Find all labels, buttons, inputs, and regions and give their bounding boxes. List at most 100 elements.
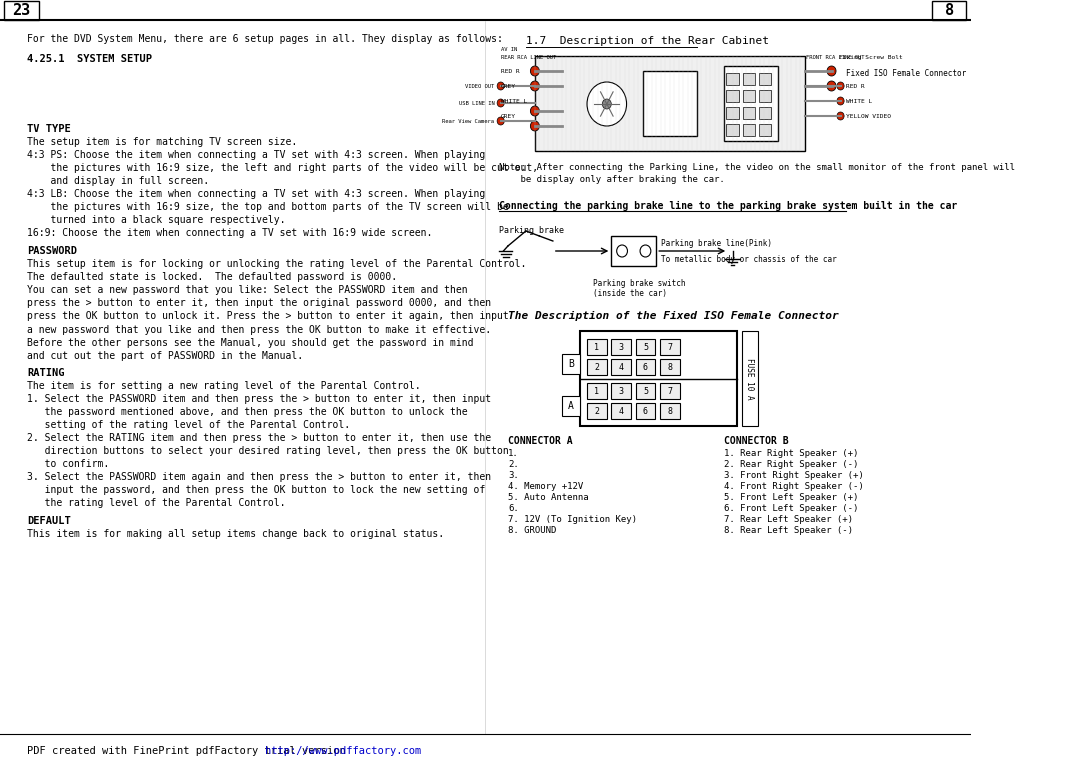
Bar (759, 90, 771, 102)
Text: 16:9: Choose the item when connecting a TV set with 16:9 wide screen.: 16:9: Choose the item when connecting a … (27, 228, 432, 238)
Text: 8. Rear Left Speaker (-): 8. Rear Left Speaker (-) (724, 526, 853, 535)
FancyBboxPatch shape (932, 1, 967, 20)
Text: 7. 12V (To Ignition Key): 7. 12V (To Ignition Key) (508, 515, 637, 524)
Bar (611, 339, 631, 355)
Text: GREY: GREY (501, 114, 516, 118)
Text: 7: 7 (667, 387, 672, 396)
Text: GREY: GREY (501, 83, 516, 89)
Bar (727, 90, 739, 102)
Text: This setup item is for locking or unlocking the rating level of the Parental Con: This setup item is for locking or unlock… (27, 259, 526, 269)
Bar (759, 124, 771, 136)
Bar (588, 339, 607, 355)
Text: 3. Front Right Speaker (+): 3. Front Right Speaker (+) (724, 471, 863, 480)
Text: TV TYPE: TV TYPE (27, 124, 70, 134)
Bar (660, 383, 679, 399)
Text: Note:  After connecting the Parking Line, the video on the small monitor of the : Note: After connecting the Parking Line,… (499, 163, 1015, 184)
Text: The Description of the Fixed ISO Female Connector: The Description of the Fixed ISO Female … (508, 311, 839, 321)
FancyBboxPatch shape (4, 1, 39, 20)
Bar (743, 90, 755, 102)
Text: 8: 8 (667, 362, 672, 371)
Text: You can set a new password that you like: Select the PASSWORD item and then
pres: You can set a new password that you like… (27, 285, 509, 361)
Bar (727, 124, 739, 136)
Bar (643, 71, 697, 136)
Circle shape (497, 82, 504, 90)
Text: PASSWORD: PASSWORD (27, 246, 77, 256)
Text: 4. Front Right Speaker (-): 4. Front Right Speaker (-) (724, 482, 863, 491)
Text: 4: 4 (619, 406, 623, 416)
Text: 5. Auto Antenna: 5. Auto Antenna (508, 493, 589, 502)
Text: 1.7  Description of the Rear Cabinet: 1.7 Description of the Rear Cabinet (526, 36, 769, 46)
Text: 2.: 2. (508, 460, 518, 469)
Text: To metallic body or chassis of the car: To metallic body or chassis of the car (661, 254, 837, 264)
Text: 5: 5 (643, 342, 648, 351)
Bar (635, 403, 656, 419)
Bar (724, 66, 778, 141)
Bar (743, 107, 755, 119)
Text: The defaulted state is locked.  The defaulted password is 0000.: The defaulted state is locked. The defau… (27, 272, 397, 282)
Bar (727, 73, 739, 85)
Bar (660, 339, 679, 355)
Bar (588, 359, 607, 375)
Circle shape (617, 245, 627, 257)
Text: YELLOW VIDEO: YELLOW VIDEO (846, 114, 891, 118)
Text: WHITE L: WHITE L (846, 99, 873, 103)
Text: 6: 6 (643, 362, 648, 371)
Text: Parking brake: Parking brake (499, 226, 564, 235)
Circle shape (530, 81, 539, 91)
Bar (562, 354, 580, 374)
Circle shape (837, 97, 845, 105)
Text: 6: 6 (643, 406, 648, 416)
Text: RED R: RED R (501, 69, 519, 73)
Text: 4.25.1  SYSTEM SETUP: 4.25.1 SYSTEM SETUP (27, 54, 152, 64)
Text: Parking brake switch
(inside the car): Parking brake switch (inside the car) (593, 279, 686, 299)
Circle shape (530, 121, 539, 131)
Text: 4:3 PS: Choose the item when connecting a TV set with 4:3 screen. When playing
 : 4:3 PS: Choose the item when connecting … (27, 150, 538, 186)
Text: 4. Memory +12V: 4. Memory +12V (508, 482, 583, 491)
Text: 1.: 1. (508, 449, 518, 458)
Text: CONNECTOR B: CONNECTOR B (724, 436, 788, 446)
Text: AV IN: AV IN (501, 47, 517, 52)
Circle shape (497, 117, 504, 125)
Bar (611, 383, 631, 399)
Bar (611, 236, 657, 266)
Text: 4: 4 (619, 362, 623, 371)
Text: The item is for setting a new rating level of the Parental Control.: The item is for setting a new rating lev… (27, 381, 420, 391)
Text: A: A (568, 401, 573, 411)
Circle shape (827, 66, 836, 76)
Circle shape (530, 66, 539, 76)
Text: 4:3 LB: Choose the item when connecting a TV set with 4:3 screen. When playing
 : 4:3 LB: Choose the item when connecting … (27, 189, 509, 225)
Circle shape (640, 245, 651, 257)
Text: The setup item is for matching TV screen size.: The setup item is for matching TV screen… (27, 137, 297, 147)
Bar (562, 396, 580, 416)
Text: 23: 23 (13, 3, 30, 18)
Text: 8: 8 (667, 406, 672, 416)
Text: 5: 5 (643, 387, 648, 396)
Bar (588, 383, 607, 399)
Bar (611, 359, 631, 375)
Text: Fixed ISO Female Connector: Fixed ISO Female Connector (846, 69, 967, 78)
Bar (727, 107, 739, 119)
Bar (635, 359, 656, 375)
Text: RATING: RATING (27, 368, 65, 378)
Text: 1. Rear Right Speaker (+): 1. Rear Right Speaker (+) (724, 449, 858, 458)
Circle shape (497, 99, 504, 107)
Text: DEFAULT: DEFAULT (27, 516, 70, 526)
Circle shape (837, 112, 845, 120)
Text: 6.: 6. (508, 504, 518, 513)
Bar (535, 56, 805, 151)
Text: 2: 2 (594, 362, 599, 371)
Text: 5. Front Left Speaker (+): 5. Front Left Speaker (+) (724, 493, 858, 502)
Bar (580, 331, 738, 426)
Text: 8. GROUND: 8. GROUND (508, 526, 556, 535)
Text: RED R: RED R (846, 83, 865, 89)
Text: Parking brake line(Pink): Parking brake line(Pink) (661, 238, 772, 248)
Text: FUSE 10 A: FUSE 10 A (745, 358, 754, 400)
Text: 3: 3 (619, 342, 623, 351)
Text: Rear View Camera: Rear View Camera (443, 118, 495, 124)
Text: 8: 8 (945, 3, 954, 18)
Text: http://www.pdffactory.com: http://www.pdffactory.com (266, 746, 421, 756)
Circle shape (603, 99, 611, 109)
Text: 2. Select the RATING item and then press the > button to enter it, then use the
: 2. Select the RATING item and then press… (27, 433, 509, 469)
Bar (588, 403, 607, 419)
Text: REAR RCA LINE OUT: REAR RCA LINE OUT (501, 55, 556, 60)
